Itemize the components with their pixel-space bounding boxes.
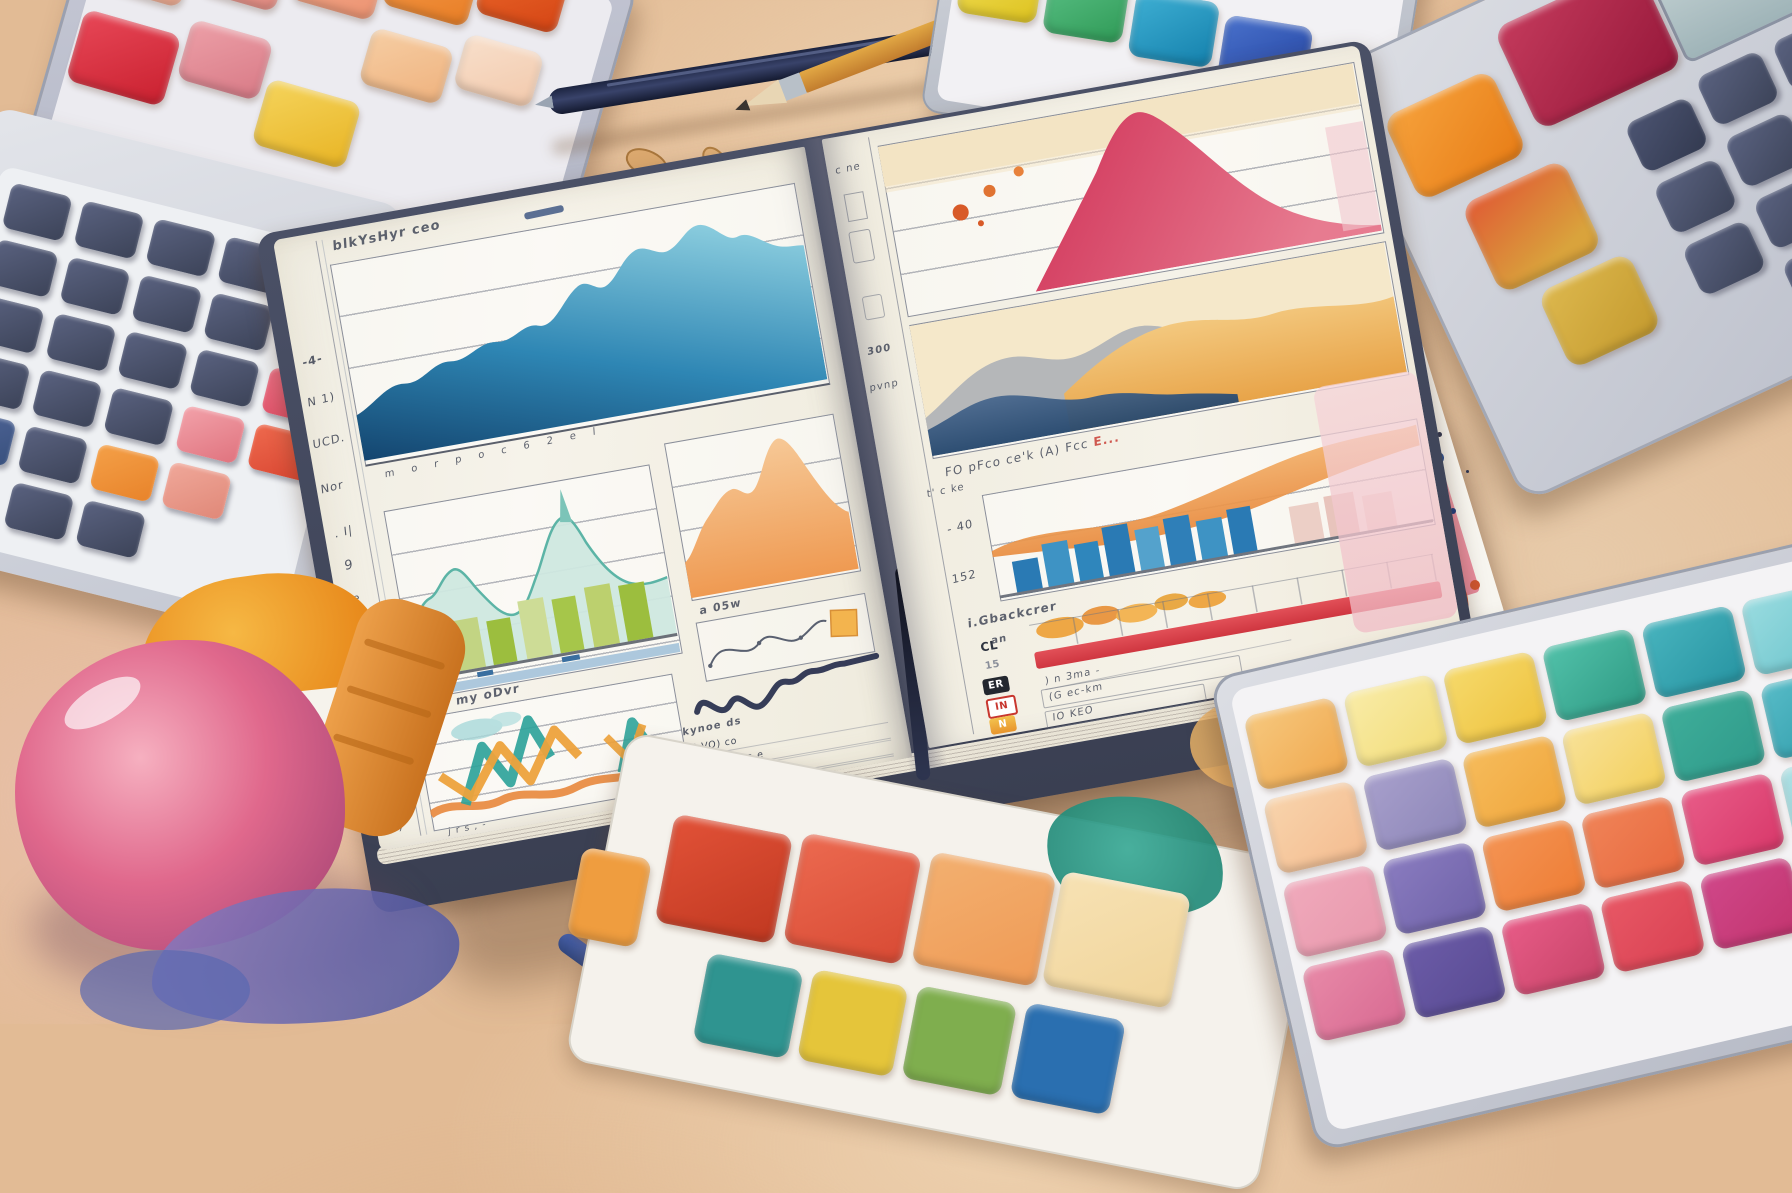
table-icon-orange: N	[988, 714, 1018, 736]
chart-ridges-panel	[909, 241, 1410, 460]
paint-pan-red-orange	[782, 832, 923, 966]
calculator-key	[1681, 218, 1768, 298]
ink-speck	[1437, 432, 1442, 437]
margin-label: -4-	[301, 350, 324, 370]
calculator-key	[1752, 172, 1792, 252]
blue-shadow-blob	[80, 950, 250, 1030]
orange-blob-row	[1036, 590, 1227, 639]
axis-label: . I|	[333, 522, 354, 541]
table-row-scribble: IO KEO	[1052, 704, 1095, 724]
paint-pan-orange-peach	[911, 851, 1057, 988]
pencil-curve-sketch	[708, 608, 859, 669]
ink-speck	[1466, 470, 1469, 473]
axis-label: 9	[343, 556, 355, 575]
mini-sketch-box	[695, 592, 876, 682]
paint-pan-deep-red	[654, 813, 794, 945]
axis-label: - 40	[946, 516, 974, 537]
margin-box-mark	[861, 293, 886, 321]
margin-label: Nor	[319, 476, 345, 497]
blue-splat-droplet	[1450, 508, 1456, 514]
caption-scribble-small: t' c ke	[926, 481, 966, 501]
cylinder-stripe	[332, 732, 415, 766]
left-page: blkYsHyr ceo -4- N 1) UCD. Nor m o r p o…	[272, 146, 913, 851]
chart-orange-area-panel	[664, 413, 862, 602]
margin-label: N 1)	[306, 389, 336, 410]
layered-mountain-ridges-chart	[909, 242, 1407, 457]
right-page: c ne 300 pvnp	[821, 44, 1466, 749]
header-dash-mark	[523, 204, 565, 220]
navy-ink-squiggle	[694, 652, 880, 715]
chart-blue-area-panel	[329, 182, 831, 467]
paint-pan-blue	[1009, 1002, 1127, 1116]
chart-ribbon-bars-panel	[981, 418, 1436, 602]
orange-splat-droplet	[1470, 580, 1480, 590]
orange-mountain-area-chart	[685, 438, 859, 599]
margin-scribble: 300	[866, 342, 892, 359]
calculator-key	[1694, 49, 1781, 128]
chart-zigzag-panel	[414, 673, 692, 832]
chart-caption-scribble: a 05w	[699, 595, 742, 618]
chart-mint-line-panel	[383, 464, 683, 701]
paint-pan-cream	[1041, 870, 1192, 1010]
open-sketchbook: blkYsHyr ceo -4- N 1) UCD. Nor m o r p o…	[255, 39, 1489, 915]
table-icon-cl: CL	[979, 637, 999, 655]
data-table: CL 15 ER IN N ) n 3ma - (G ec-km IO KEO	[974, 553, 1457, 736]
margin-box-mark	[843, 191, 869, 223]
margin-label: UCD.	[312, 429, 346, 452]
table-icon-15: 15	[984, 658, 1001, 673]
orange-ribbon-blue-bars-chart	[991, 424, 1434, 599]
pencil-collar	[739, 79, 787, 117]
mint-line-green-bars-chart	[405, 489, 681, 699]
blue-mountain-area-chart	[356, 224, 828, 461]
axis-label: 152	[951, 566, 978, 587]
paint-pan-yellow	[796, 968, 909, 1078]
calculator-key	[1770, 13, 1792, 93]
cylinder-stripe	[346, 684, 432, 719]
chart-crimson-panel	[877, 61, 1385, 318]
ball-highlight	[56, 666, 149, 740]
margin-scribble: pvnp	[869, 377, 900, 395]
table-icon-er: ER	[981, 675, 1011, 696]
paint-pan-green	[901, 985, 1018, 1097]
margin-scribble: c ne	[834, 160, 862, 178]
calculator-key	[1623, 95, 1710, 175]
calculator-key	[1652, 157, 1739, 236]
zigzag-ribbon-chart	[428, 711, 686, 819]
paint-pan-teal	[692, 952, 804, 1060]
caption-accent-red: E...	[1093, 429, 1121, 450]
cylinder-stripe	[363, 637, 446, 671]
calculator-key	[1723, 110, 1792, 190]
crimson-mountain-chart	[877, 63, 1382, 292]
paint-pan-orange	[1382, 68, 1528, 203]
margin-box-mark	[848, 228, 876, 264]
